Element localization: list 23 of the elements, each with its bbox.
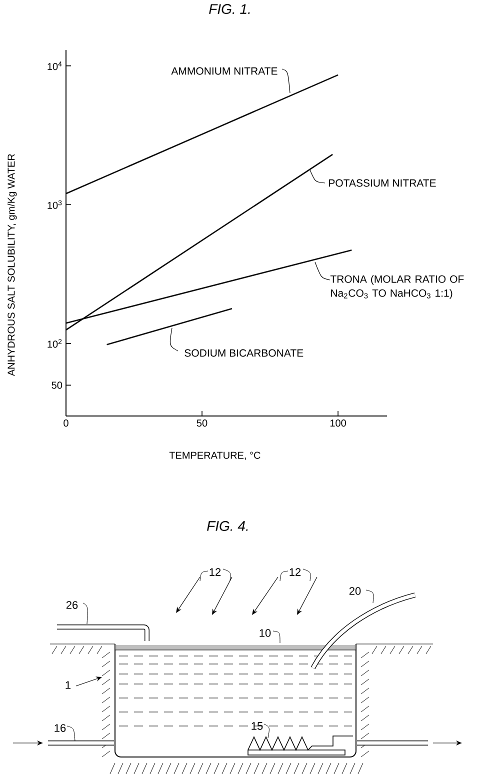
chart-title: FIG. 1.: [209, 4, 250, 14]
y-tick-label: 10$^{3}$: [48, 200, 62, 209]
text: 12: [290, 568, 301, 576]
text: 10: [260, 629, 271, 637]
y-tick-label: 50: [52, 382, 62, 389]
legend-label: POTASSIUM NITRATE: [329, 179, 436, 187]
y-tick-label: 10$^{2}$: [48, 339, 62, 348]
text: AMMONIUM NITRATE: [171, 67, 278, 75]
x-tick-label: 0: [64, 420, 68, 427]
text: 1: [66, 681, 71, 689]
x-axis-title: TEMPERATURE, °C: [169, 452, 260, 460]
text: SODIUM BICARBONATE: [184, 349, 304, 357]
series-label: TRONA (MOLAR RATIO OF Na$_{2}$CO$_{3}$ TO NaHCO$_{3}$ 1:1): [330, 275, 464, 299]
x-tick-label: 50: [196, 420, 208, 427]
y-axis-title: ANHYDROUS SALT SOLUBILITY, gm/Kg WATER: [7, 154, 17, 376]
text: 20: [349, 587, 361, 595]
text: 26: [66, 601, 78, 609]
y-tick-label: 10$^{4}$: [48, 62, 62, 70]
text: 16: [54, 724, 66, 732]
x-tick-label: 100: [330, 420, 346, 427]
text: FIG. 4.: [207, 521, 248, 531]
text: 15: [252, 722, 263, 730]
text: 12: [210, 568, 221, 576]
